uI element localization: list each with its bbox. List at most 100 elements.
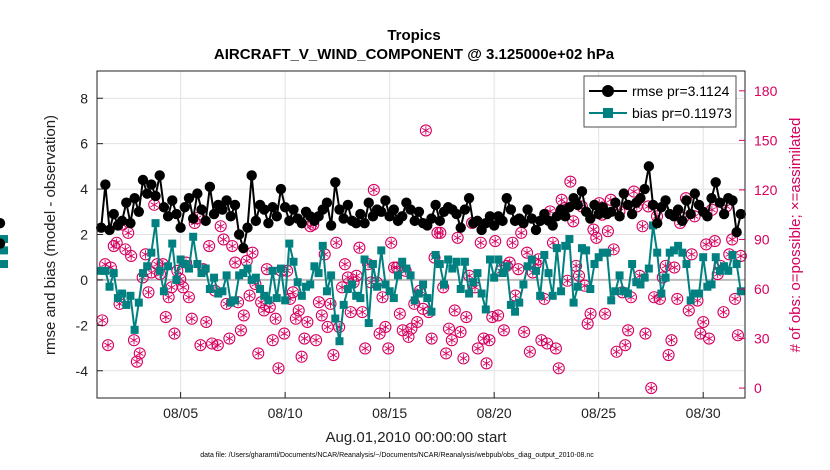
obs-marker <box>376 291 389 304</box>
bias-point <box>197 269 206 278</box>
obs-possible-circle <box>229 256 242 269</box>
bias-point <box>168 239 177 248</box>
obs-possible-circle <box>431 226 444 239</box>
obs-marker <box>107 240 120 253</box>
bias-point <box>381 280 390 289</box>
obs-marker <box>315 309 328 322</box>
y-tick-label: -4 <box>76 363 89 379</box>
obs-possible-circle <box>474 236 487 249</box>
obs-marker <box>263 301 276 314</box>
obs-assimilated-star <box>398 327 407 333</box>
obs-assimilated-star <box>462 314 471 320</box>
bias-point <box>235 271 244 280</box>
y2-tick-label: 60 <box>754 281 770 297</box>
obs-possible-circle <box>237 309 250 322</box>
obs-assimilated-star <box>612 349 621 355</box>
obs-marker <box>101 339 115 352</box>
y2-tick-label: 180 <box>754 83 778 99</box>
obs-possible-circle <box>700 238 713 251</box>
obs-assimilated-star <box>569 218 578 224</box>
obs-possible-circle <box>671 292 684 305</box>
rmse-point <box>735 208 747 220</box>
obs-possible-circle <box>324 297 337 310</box>
bias-point <box>113 294 122 303</box>
x-tick-label: 08/25 <box>581 405 616 421</box>
obs-marker <box>312 296 325 309</box>
obs-assimilated-star <box>445 326 453 332</box>
rmse-point <box>472 215 483 227</box>
bias-point <box>640 273 649 282</box>
obs-assimilated-star <box>320 251 329 257</box>
rmse-point <box>338 213 349 224</box>
obs-assimilated-star <box>664 352 673 358</box>
rmse-point <box>455 222 466 233</box>
obs-marker <box>393 307 406 320</box>
obs-marker <box>619 339 632 352</box>
rmse-point <box>731 227 742 238</box>
obs-marker <box>460 311 473 324</box>
obs-marker <box>480 357 493 370</box>
obs-assimilated-star <box>167 284 176 290</box>
obs-possible-circle <box>601 225 614 238</box>
obs-marker <box>359 342 372 355</box>
rmse-point <box>681 195 692 206</box>
obs-possible-circle <box>639 327 652 340</box>
obs-assimilated-star <box>523 250 531 256</box>
obs-possible-circle <box>130 355 143 368</box>
bias-point <box>243 264 252 273</box>
obs-marker <box>182 291 195 304</box>
obs-possible-circle <box>425 332 438 345</box>
bias-point <box>377 246 386 255</box>
obs-assimilated-star <box>687 251 696 257</box>
obs-possible-circle <box>645 382 658 395</box>
bias-point <box>172 275 181 284</box>
obs-assimilated-star <box>421 127 430 133</box>
obs-marker <box>442 322 456 335</box>
bias-point <box>615 271 624 280</box>
obs-possible-circle <box>125 249 138 263</box>
obs-possible-circle <box>344 306 357 319</box>
obs-assimilated-star <box>213 342 222 348</box>
bias-point <box>699 253 708 262</box>
obs-marker <box>203 240 216 253</box>
rmse-point <box>271 211 282 222</box>
obs-possible-circle <box>440 347 453 360</box>
bias-point <box>544 269 553 278</box>
bias-point <box>281 296 290 305</box>
obs-marker <box>523 345 536 358</box>
bias-point <box>448 264 457 273</box>
obs-assimilated-star <box>511 293 520 299</box>
obs-possible-circle <box>168 327 181 340</box>
obs-assimilated-star <box>436 230 445 236</box>
obs-assimilated-star <box>736 253 745 259</box>
bias-point <box>226 298 235 307</box>
bias-point <box>661 273 670 282</box>
rmse-point <box>606 206 617 217</box>
obs-possible-circle <box>379 320 392 334</box>
obs-assimilated-star <box>500 327 508 333</box>
obs-assimilated-star <box>520 329 528 335</box>
obs-possible-circle <box>567 215 580 228</box>
obs-assimilated-star <box>312 337 320 343</box>
bias-point <box>456 285 465 293</box>
obs-assimilated-star <box>124 230 133 236</box>
ticks: 08/05 08/10 08/15 08/20 08/25 08/30 -4 -2 0 2 4 6 8 0… <box>76 83 778 421</box>
obs-marker <box>119 243 132 256</box>
obs-marker <box>668 261 681 274</box>
obs-assimilated-star <box>341 261 349 267</box>
obs-possible-circle <box>321 320 334 334</box>
obs-assimilated-star <box>395 311 404 317</box>
bias-point <box>276 264 285 273</box>
obs-possible-circle <box>717 306 730 319</box>
obs-possible-circle <box>133 347 146 360</box>
rmse-point <box>259 204 270 215</box>
obs-assimilated-star <box>407 326 416 332</box>
bias-point <box>310 262 319 271</box>
obs-assimilated-star <box>375 331 384 337</box>
bias-point <box>0 235 8 244</box>
obs-marker <box>223 332 236 345</box>
bias-point <box>678 248 687 257</box>
obs-assimilated-star <box>289 289 297 295</box>
bias-point <box>285 239 294 248</box>
bias-point <box>623 289 632 298</box>
